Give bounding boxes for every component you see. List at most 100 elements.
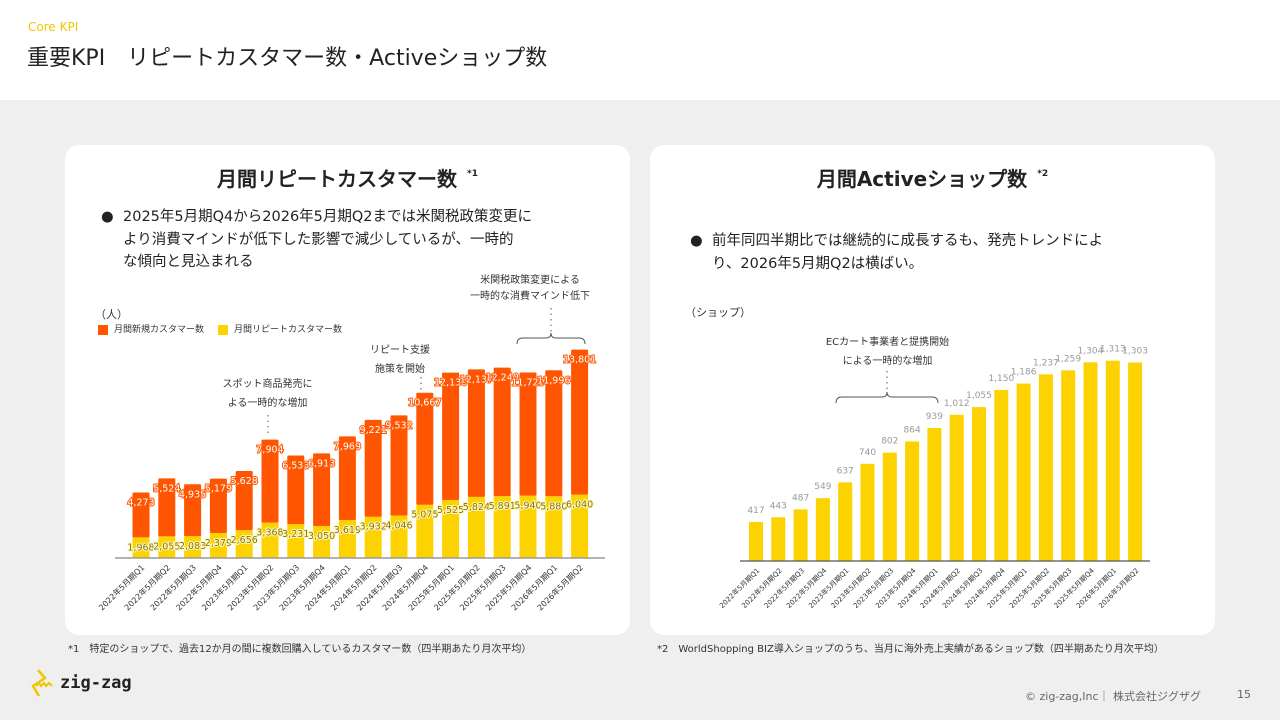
bar-new xyxy=(132,492,150,538)
x-tick-label: 2023年5月期Q2 xyxy=(225,562,275,612)
bar-active-shops xyxy=(815,498,830,561)
bar-new xyxy=(235,471,253,531)
x-tick-label: 2024年5月期Q2 xyxy=(918,566,962,610)
card-title-text: 月間リピートカスタマー数 xyxy=(217,167,458,191)
x-tick-label: 2025年5月期Q3 xyxy=(458,562,508,612)
x-tick-label: 2022年5月期Q2 xyxy=(122,562,172,612)
annotation-line: ECカート事業者と提携開始 xyxy=(825,337,950,348)
data-label: 1,055 xyxy=(966,391,992,401)
card-title: 月間リピートカスタマー数 *1 xyxy=(65,163,630,192)
data-label-repeat: 3,050 xyxy=(308,531,335,542)
bar-active-shops xyxy=(838,482,853,561)
data-label-repeat: 2,656 xyxy=(231,535,258,546)
legend: 月間新規カスタマー数 月間リピートカスタマー数 xyxy=(98,322,342,335)
copyright: © zig-zag,Inc｜ 株式会社ジグザグ xyxy=(1025,690,1202,703)
x-tick-label: 2025年5月期Q2 xyxy=(1007,566,1051,610)
bar-new xyxy=(209,478,227,534)
bar-repeat xyxy=(519,495,537,558)
bar-active-shops xyxy=(1083,362,1098,561)
card-title-text: 月間Activeショップ数 xyxy=(816,167,1028,191)
data-label-repeat: 1,968 xyxy=(127,542,154,553)
x-tick-label: 2022年5月期Q1 xyxy=(96,562,146,612)
x-tick-label: 2025年5月期Q1 xyxy=(406,562,456,612)
data-label-new: 5,628 xyxy=(231,476,258,487)
annotation-ec: ECカート事業者と提携開始 による一時的な増加 xyxy=(800,333,975,371)
data-label-repeat: 5,525 xyxy=(437,505,464,516)
bar-repeat xyxy=(571,494,589,558)
bullet-line: 2025年5月期Q4から2026年5月期Q2までは米関税政策変更に xyxy=(123,209,533,225)
annotation-line: 米関税政策変更による xyxy=(480,275,580,286)
footnote-1: *1 特定のショップで、過去12か月の間に複数回購入しているカスタマー数（四半期… xyxy=(68,644,532,655)
data-label-new: 7,904 xyxy=(256,445,283,456)
footnote-2: *2 WorldShopping BIZ導入ショップのうち、当月に海外売上実績が… xyxy=(657,644,1164,655)
data-label: 417 xyxy=(747,506,764,516)
repeat-customers-card: 1,968 4,273 2,055 5,524 2,083 4,935 2,379 5,179… xyxy=(65,145,630,635)
data-label: 487 xyxy=(792,493,809,503)
data-label-new: 12,130 xyxy=(434,378,467,389)
bar-active-shops xyxy=(1061,370,1076,561)
x-tick-label: 2022年5月期Q3 xyxy=(148,562,198,612)
legend-label: 月間新規カスタマー数 xyxy=(114,325,205,335)
x-tick-label: 2023年5月期Q3 xyxy=(851,566,895,610)
annotation-repeat: リピート支援 施策を開始 xyxy=(345,341,455,379)
legend-label: 月間リピートカスタマー数 xyxy=(234,325,343,335)
bullet-dot-icon: ● xyxy=(690,233,703,249)
data-label-new: 12,137 xyxy=(460,374,493,385)
bar-new xyxy=(467,369,485,497)
bullet-line: り、2026年5月期Q2は横ばい。 xyxy=(712,255,924,272)
data-label: 637 xyxy=(837,466,854,476)
data-label-new: 6,913 xyxy=(308,458,335,469)
bar-new xyxy=(313,453,331,526)
data-label-new: 11,996 xyxy=(537,375,570,386)
bar-new xyxy=(287,455,305,525)
data-label: 443 xyxy=(770,501,787,511)
bar-active-shops xyxy=(882,452,897,561)
active-shops-card: 417 443 487 549 637 740 802 864 939 1,012 1,055 1,1… xyxy=(650,145,1215,635)
card-title: 月間Activeショップ数 *2 xyxy=(650,163,1215,192)
legend-item-repeat: 月間リピートカスタマー数 xyxy=(218,322,342,335)
x-tick-label: 2023年5月期Q4 xyxy=(874,566,918,610)
data-label: 1,186 xyxy=(1011,368,1037,378)
header: Core KPI 重要KPI リピートカスタマー数・Activeショップ数 xyxy=(0,0,1280,100)
bar-repeat xyxy=(442,499,460,558)
section-kicker: Core KPI xyxy=(28,20,79,34)
bar-active-shops xyxy=(860,463,875,561)
data-label: 1,304 xyxy=(1078,346,1104,356)
bullet-line: な傾向と見込まれる xyxy=(123,254,254,270)
annotation-line: による一時的な増加 xyxy=(842,356,933,367)
x-tick-label: 2024年5月期Q4 xyxy=(380,562,430,612)
data-label: 740 xyxy=(859,448,876,458)
bar-active-shops xyxy=(749,521,763,561)
page-number: 15 xyxy=(1237,688,1251,701)
bar-repeat xyxy=(313,525,331,558)
footnote-mark: *1 xyxy=(467,169,478,179)
x-tick-label: 2022年5月期Q1 xyxy=(717,566,761,610)
data-label: 864 xyxy=(904,425,921,435)
bullet-text: ● 前年同四半期比では継続的に成長するも、発売トレンドによ り、2026年5月期… xyxy=(690,230,1103,275)
bullet-line: より消費マインドが低下した影響で減少しているが、一時的 xyxy=(123,231,514,248)
data-label-repeat: 3,932 xyxy=(360,522,387,533)
bar-repeat xyxy=(545,496,563,558)
data-label-repeat: 3,368 xyxy=(256,528,283,539)
bar-repeat xyxy=(287,524,305,558)
bar-new xyxy=(184,484,202,537)
data-label-repeat: 4,046 xyxy=(385,521,412,532)
data-label-new: 5,179 xyxy=(205,484,232,495)
data-label-repeat: 5,891 xyxy=(489,501,516,512)
bar-active-shops xyxy=(972,407,986,561)
bar-repeat xyxy=(416,504,434,558)
data-label-repeat: 5,824 xyxy=(463,502,490,513)
x-tick-label: 2026年5月期Q1 xyxy=(1074,566,1118,610)
bar-active-shops xyxy=(949,414,964,561)
data-label: 549 xyxy=(814,482,831,492)
data-label: 1,012 xyxy=(944,399,970,409)
legend-swatch xyxy=(98,324,108,335)
data-label-new: 10,667 xyxy=(408,398,441,409)
data-label-new: 5,524 xyxy=(153,483,180,494)
data-label-new: 13,801 xyxy=(563,355,596,366)
x-tick-label: 2025年5月期Q4 xyxy=(483,562,533,612)
bar-new xyxy=(519,372,537,496)
x-tick-label: 2026年5月期Q2 xyxy=(535,562,585,612)
annotation-line: スポット商品発売に xyxy=(222,379,313,390)
